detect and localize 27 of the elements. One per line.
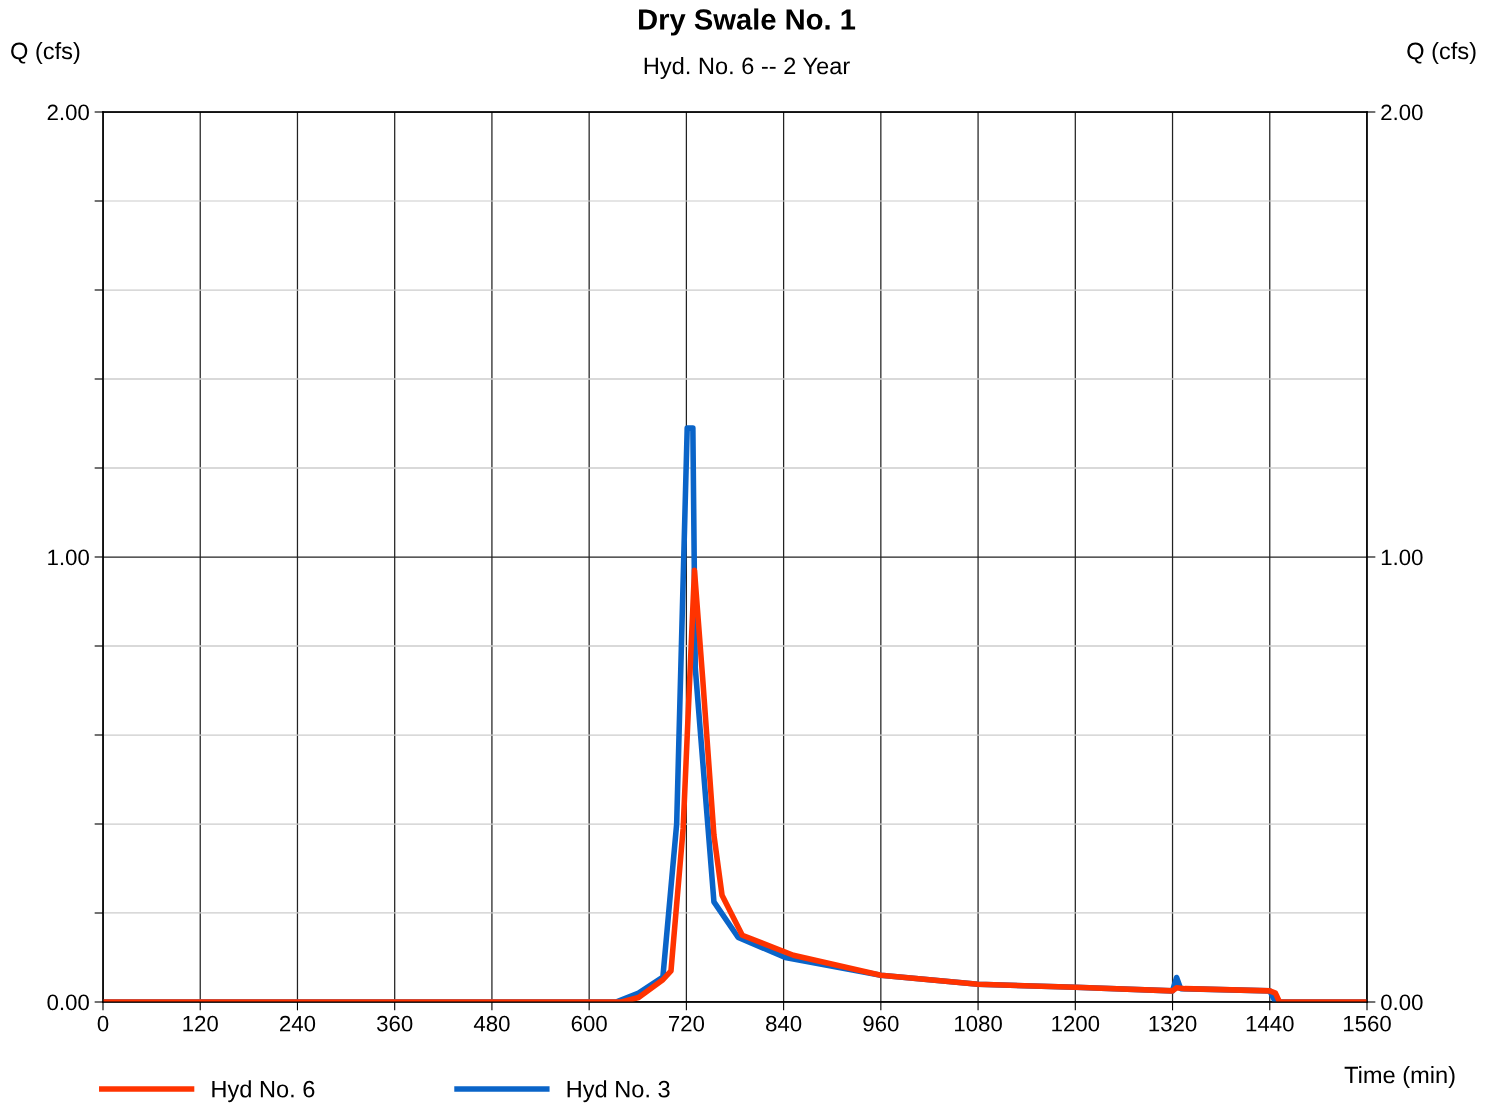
x-tick-label: 480 — [473, 1015, 510, 1032]
x-tick-label: 1200 — [1052, 1015, 1100, 1032]
chart-title: Dry Swale No. 1 — [639, 8, 856, 36]
y-axis-title: Q (cfs) — [11, 42, 80, 64]
y2-tick-label: 1.00 — [1381, 549, 1423, 566]
x-tick-label: 0 — [97, 1015, 109, 1032]
x-tick-label: 600 — [571, 1015, 607, 1032]
legend-label: Hyd No. 3 — [567, 1080, 670, 1103]
x-axis-title: Time (min) — [1344, 1065, 1455, 1088]
y-tick-label: 0.00 — [47, 994, 89, 1011]
y2-tick-label: 2.00 — [1381, 104, 1423, 121]
y-tick-label: 2.00 — [47, 104, 89, 121]
x-tick-label: 120 — [183, 1015, 218, 1032]
x-tick-label: 1080 — [955, 1015, 1002, 1032]
y-tick-label: 1.00 — [48, 549, 89, 566]
x-tick-label: 360 — [377, 1015, 413, 1032]
x-tick-label: 1440 — [1246, 1015, 1294, 1032]
x-tick-label: 960 — [863, 1015, 899, 1032]
x-tick-label: 1320 — [1149, 1015, 1197, 1032]
x-tick-label: 840 — [766, 1015, 802, 1032]
x-tick-label: 1560 — [1343, 1015, 1391, 1032]
y2-tick-label: 0.00 — [1381, 994, 1423, 1011]
legend-label: Hyd No. 6 — [212, 1080, 315, 1103]
chart-subtitle: Hyd. No. 6 -- 2 Year — [644, 57, 850, 79]
y2-axis-title: Q (cfs) — [1407, 42, 1476, 64]
x-tick-label: 240 — [280, 1015, 316, 1032]
x-tick-label: 720 — [668, 1015, 705, 1032]
